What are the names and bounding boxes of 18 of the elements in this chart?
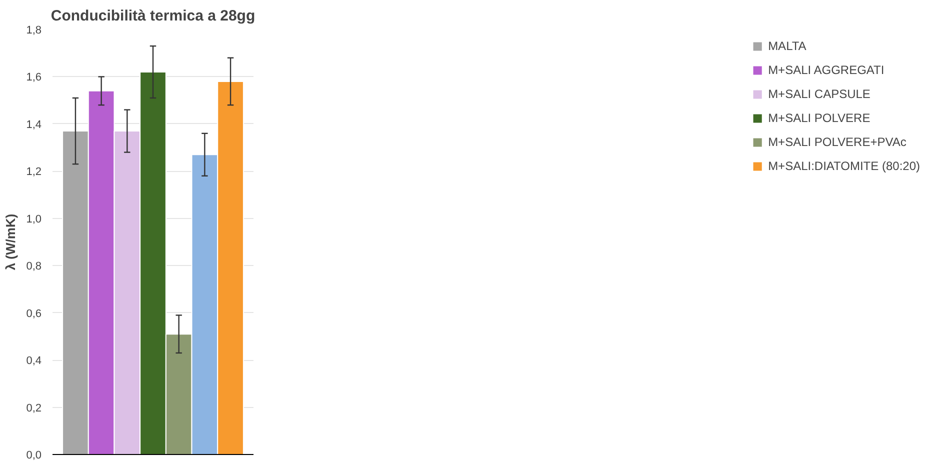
legend-label: M+SALI CAPSULE [768,87,870,101]
chart-title: Conducibilità termica a 28gg [50,8,256,24]
y-tick-label: 0,4 [26,355,42,368]
legend-label: M+SALI AGGREGATI [768,63,884,77]
y-tick-label: 1,6 [26,72,42,84]
y-tick-label: 1,2 [26,166,42,178]
y-tick-label: 0,2 [26,402,42,414]
legend-label: M+SALI POLVERE+PVAc [768,135,906,149]
y-tick-label: 0,8 [26,260,42,273]
y-tick-label: 1,0 [26,213,42,226]
legend-label: M+SALI:DIATOMITE (80:20) [768,159,920,173]
y-tick-label: 1,4 [26,118,42,131]
y-tick-label: 1,8 [26,24,42,36]
legend-label: MALTA [768,39,806,53]
legend-label: M+SALI POLVERE [768,111,870,125]
y-tick-label: 0,0 [26,450,42,462]
y-axis-title: λ (W/mK) [3,214,18,270]
y-tick-label: 0,6 [26,308,42,320]
